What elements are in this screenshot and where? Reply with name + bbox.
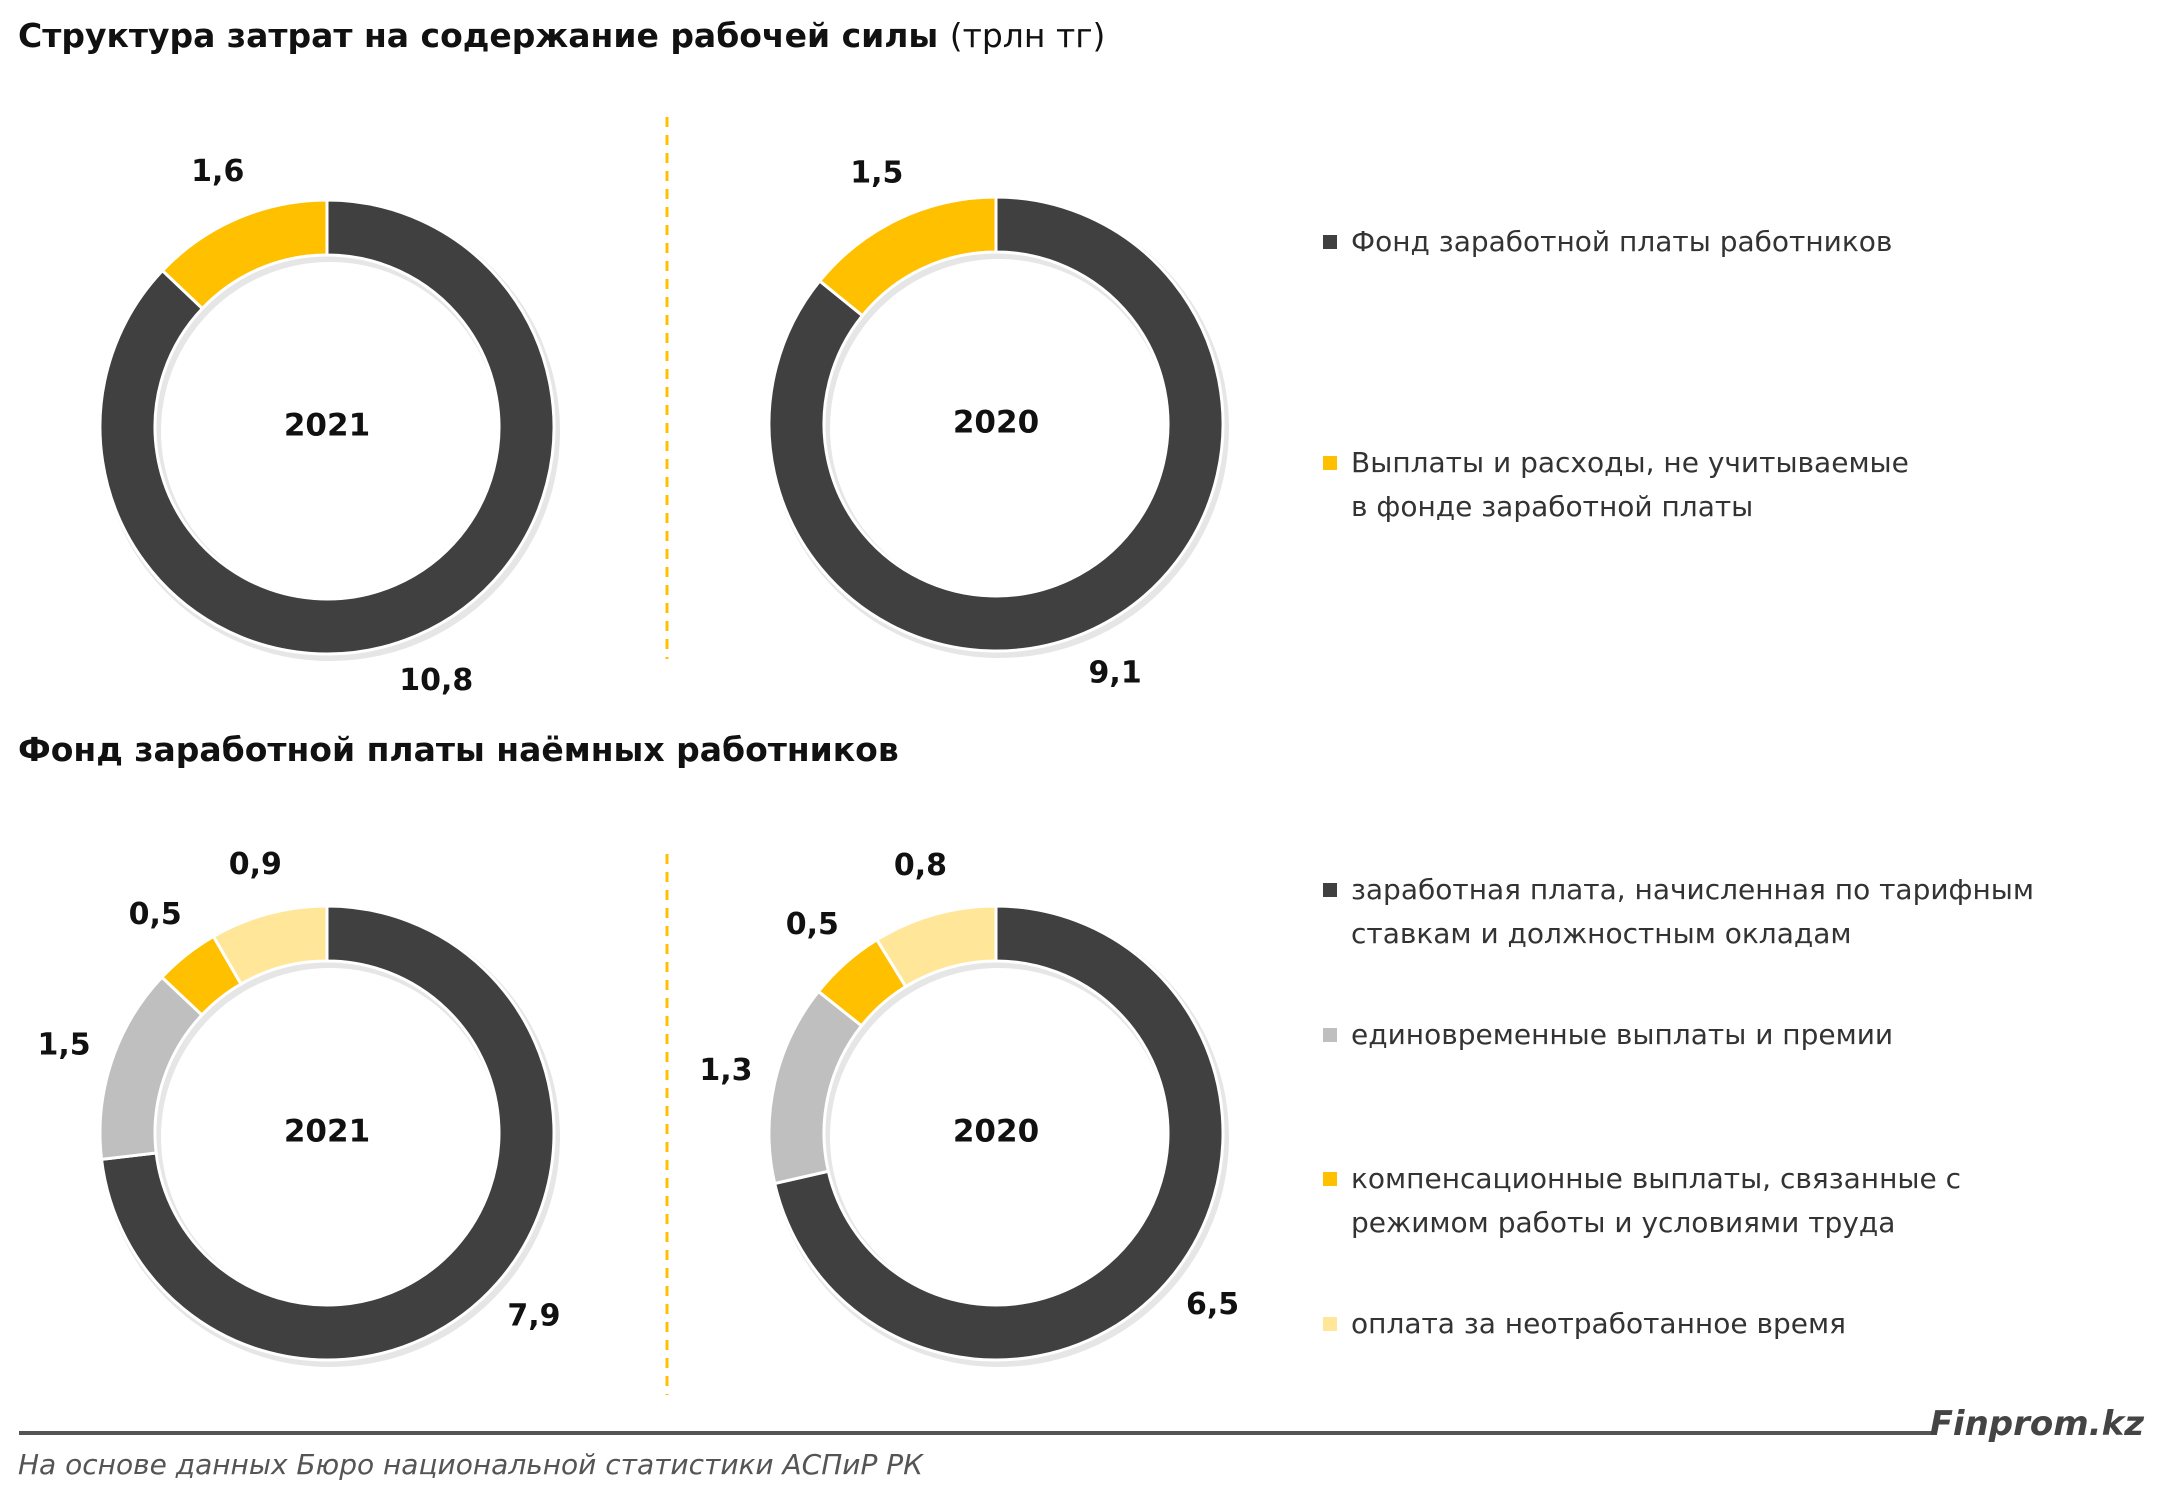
center-label: 2021 <box>284 408 370 444</box>
value-label: 1,6 <box>191 154 244 189</box>
legend-swatch <box>1323 1172 1337 1186</box>
value-label: 1,5 <box>37 1027 90 1062</box>
value-label: 0,5 <box>129 897 182 932</box>
value-label: 10,8 <box>399 663 473 698</box>
legend-item: оплата за неотработанное время <box>1323 1302 2071 1346</box>
value-label: 6,5 <box>1186 1287 1239 1322</box>
legend-item: Выплаты и расходы, не учитываемые в фонд… <box>1323 441 1911 529</box>
legend-swatch <box>1323 1317 1337 1331</box>
donut-segment <box>767 195 1225 653</box>
title-note: (трлн тг) <box>949 16 1106 55</box>
legend-swatch <box>1323 235 1337 249</box>
brand: Finprom.kz <box>1929 1404 2144 1444</box>
legend-item: заработная плата, начисленная по тарифны… <box>1323 868 2071 956</box>
legend-swatch <box>1323 456 1337 470</box>
legend-label: компенсационные выплаты, связанные с реж… <box>1351 1162 1962 1239</box>
donut-segment <box>160 198 329 311</box>
center-label: 2020 <box>953 1114 1039 1150</box>
legend-item: Фонд заработной платы работников <box>1323 220 1911 264</box>
section-title: Фонд заработной платы наёмных работников <box>18 730 899 769</box>
legend-label: единовременные выплаты и премии <box>1351 1018 1894 1051</box>
value-label: 1,5 <box>850 155 903 190</box>
legend-label: заработная плата, начисленная по тарифны… <box>1351 873 2035 950</box>
donut-segment <box>211 904 329 987</box>
donut-segment <box>874 904 998 989</box>
legend-swatch <box>1323 883 1337 897</box>
title-text: Структура затрат на содержание рабочей с… <box>18 16 939 55</box>
donut-segment <box>98 975 205 1162</box>
legend-item: единовременные выплаты и премии <box>1323 1013 2071 1057</box>
donut-segment <box>99 904 556 1362</box>
legend-label: оплата за неотработанное время <box>1351 1307 1846 1340</box>
center-label: 2021 <box>284 1114 370 1150</box>
legend-item: компенсационные выплаты, связанные с реж… <box>1323 1157 2071 1245</box>
center-label: 2020 <box>953 405 1039 441</box>
donut-segment <box>817 195 998 318</box>
value-label: 1,3 <box>699 1053 752 1088</box>
value-label: 7,9 <box>507 1299 560 1334</box>
legend-swatch <box>1323 1028 1337 1042</box>
value-label: 0,9 <box>229 847 282 882</box>
donut-segment <box>767 989 864 1186</box>
section-title: Структура затрат на содержание рабочей с… <box>18 16 1105 55</box>
donut-segment <box>98 198 556 656</box>
value-label: 0,5 <box>786 907 839 942</box>
legend-label: Выплаты и расходы, не учитываемые в фонд… <box>1351 446 1909 523</box>
legend-label: Фонд заработной платы работников <box>1351 225 1893 258</box>
source: На основе данных Бюро национальной стати… <box>18 1448 924 1481</box>
donut-segment <box>772 904 1225 1362</box>
value-label: 9,1 <box>1089 656 1142 691</box>
value-label: 0,8 <box>894 848 947 883</box>
